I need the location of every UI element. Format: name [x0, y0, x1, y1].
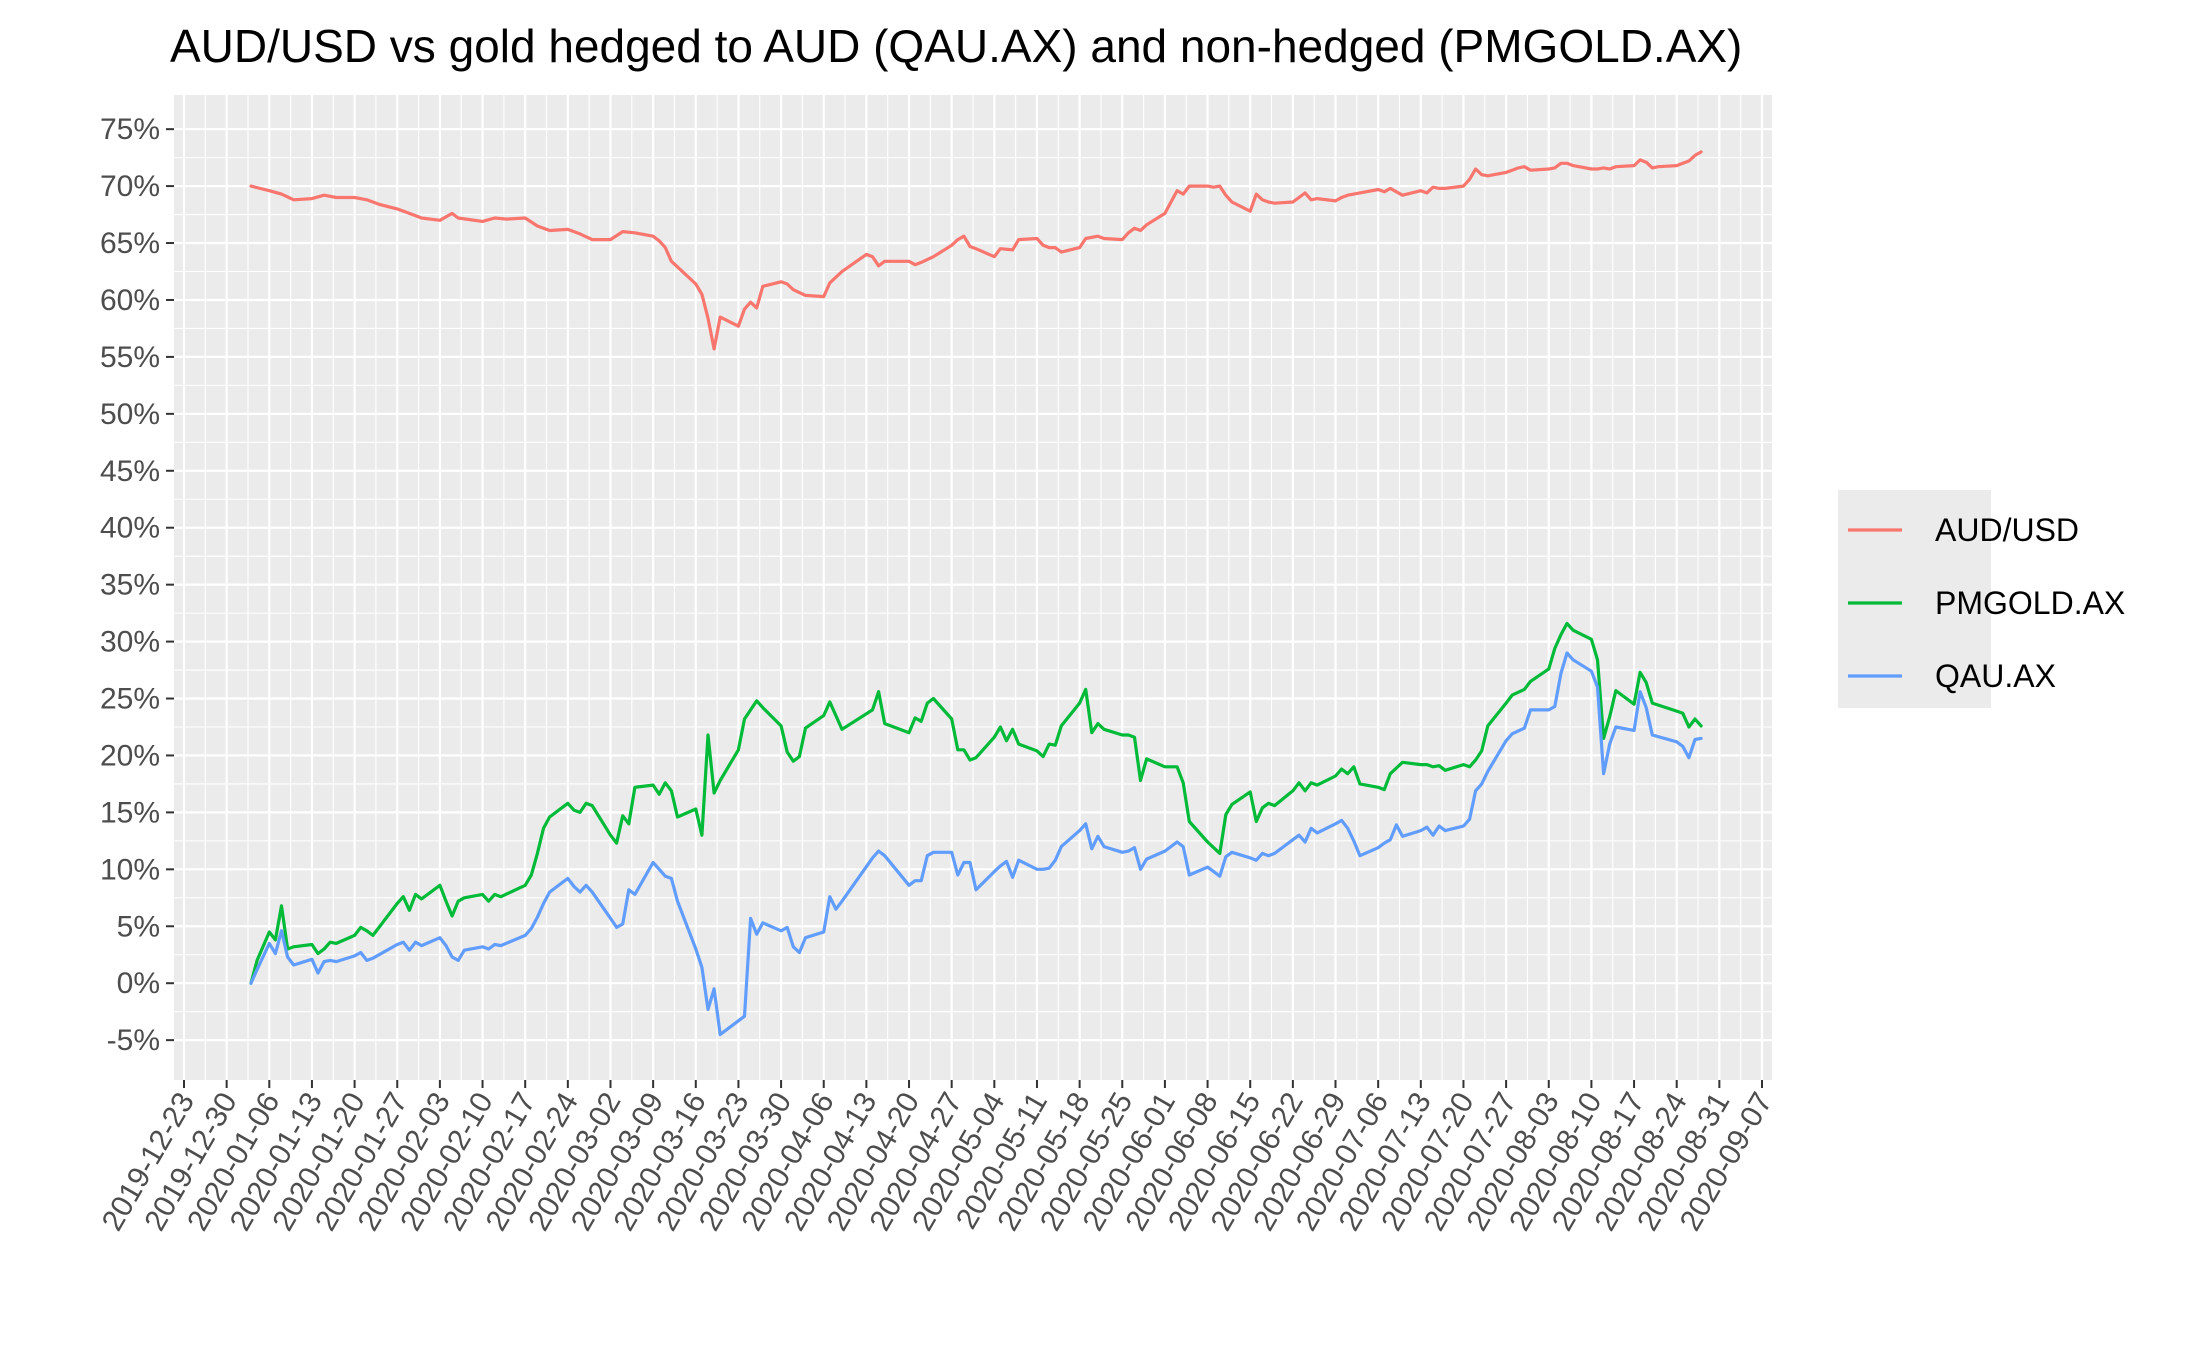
y-axis: -5% 0% 5% 10% 15% 20% 25% 30% 35% 40% 45% 50% 55% 60%…	[100, 113, 174, 1057]
y-tick-label: 70%	[100, 170, 160, 203]
legend-background	[1838, 490, 1991, 708]
y-tick-label: 55%	[100, 341, 160, 374]
chart-title: AUD/USD vs gold hedged to AUD (QAU.AX) a…	[170, 20, 1742, 72]
y-tick-label: 0%	[117, 967, 160, 1000]
y-tick-label: 50%	[100, 398, 160, 431]
legend-label: QAU.AX	[1935, 658, 2056, 694]
y-tick-label: 15%	[100, 796, 160, 829]
legend-label: PMGOLD.AX	[1935, 585, 2125, 621]
legend-label: AUD/USD	[1935, 512, 2079, 548]
series-line-qau-ax	[249, 651, 1703, 1037]
y-tick-label: 75%	[100, 113, 160, 146]
series-line-pmgold-ax	[249, 621, 1703, 985]
y-tick-label: 40%	[100, 512, 160, 545]
x-axis: 2019-12-232019-12-302020-01-062020-01-13…	[96, 1080, 1779, 1236]
y-tick-label: 25%	[100, 683, 160, 716]
y-tick-label: 45%	[100, 455, 160, 488]
grid-major	[174, 95, 1772, 1080]
y-tick-label: 65%	[100, 227, 160, 260]
y-tick-label: 30%	[100, 626, 160, 659]
y-tick-label: 10%	[100, 853, 160, 886]
legend: AUD/USD PMGOLD.AX QAU.AX	[1838, 490, 2125, 708]
series-lines	[249, 150, 1703, 1037]
y-tick-label: 60%	[100, 284, 160, 317]
series-line-aud-usd	[249, 150, 1703, 351]
y-tick-label: 35%	[100, 569, 160, 602]
y-tick-label: 5%	[117, 910, 160, 943]
y-tick-label: -5%	[107, 1024, 160, 1057]
y-tick-label: 20%	[100, 739, 160, 772]
